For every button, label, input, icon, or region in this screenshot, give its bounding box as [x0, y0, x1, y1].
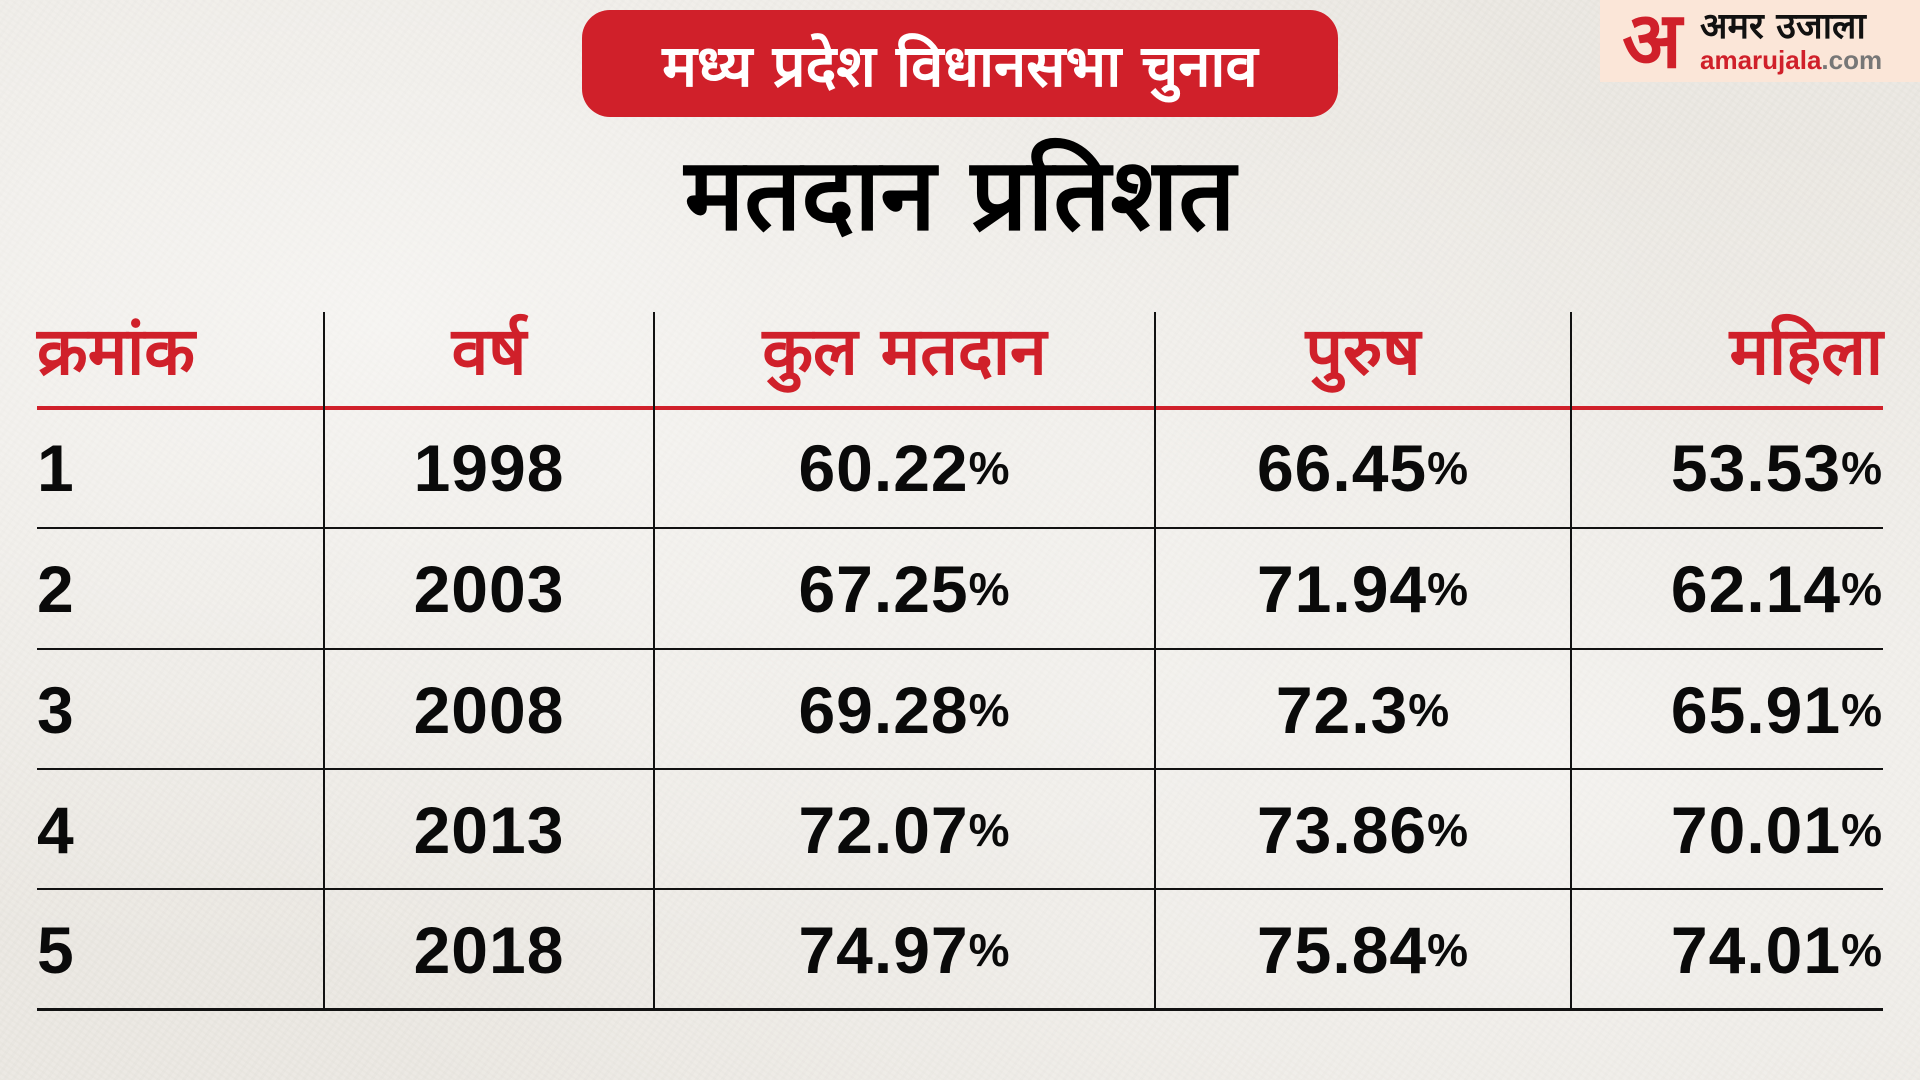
logo-mark-icon: अ — [1622, 0, 1682, 86]
percent-sign: % — [1427, 924, 1470, 976]
percent-sign: % — [1841, 804, 1883, 856]
cell-year: 2008 — [413, 673, 565, 747]
cell-female: 70.01% — [1571, 770, 1883, 890]
row-divider — [37, 888, 1883, 890]
value: 60.22 — [798, 431, 969, 505]
cell-year: 2003 — [413, 552, 565, 626]
column-divider — [653, 312, 655, 1009]
value: 75.84 — [1256, 913, 1428, 987]
cell-total: 67.25% — [654, 529, 1155, 649]
table-bottom-border — [37, 1008, 1883, 1011]
brand-logo: अ अमर उजाला amarujala.com — [1600, 0, 1920, 82]
percent-sign: % — [1841, 684, 1883, 736]
column-divider — [323, 312, 325, 1009]
column-divider — [1570, 312, 1572, 1009]
value: 65.91 — [1670, 673, 1842, 747]
cell-female: 74.01% — [1571, 890, 1883, 1010]
banner-label: मध्य प्रदेश विधानसभा चुनाव — [662, 32, 1258, 100]
value: 53.53 — [1670, 431, 1842, 505]
value: 62.14 — [1670, 552, 1842, 626]
percent-sign: % — [1841, 442, 1883, 494]
page-title: मतदान प्रतिशत — [684, 136, 1236, 253]
column-divider — [1154, 312, 1156, 1009]
table-row: 5 2018 74.97% 75.84% 74.01% — [37, 890, 1883, 1010]
percent-sign: % — [968, 684, 1011, 736]
header-serial: क्रमांक — [37, 313, 195, 390]
row-divider — [37, 648, 1883, 650]
header-year: वर्ष — [451, 313, 527, 390]
cell-female: 65.91% — [1571, 650, 1883, 770]
cell-male: 73.86% — [1155, 770, 1571, 890]
value: 73.86 — [1256, 793, 1428, 867]
cell-female: 53.53% — [1571, 408, 1883, 528]
value: 74.01 — [1670, 913, 1842, 987]
logo-domain-tld: .com — [1821, 45, 1883, 75]
logo-text: अमर उजाला amarujala.com — [1700, 6, 1882, 75]
cell-female: 62.14% — [1571, 529, 1883, 649]
cell-year: 1998 — [413, 431, 565, 505]
cell-total: 74.97% — [654, 890, 1155, 1010]
percent-sign: % — [1841, 924, 1883, 976]
cell-year: 2013 — [413, 793, 565, 867]
logo-domain-name: amarujala — [1700, 45, 1822, 75]
header-divider — [37, 406, 1883, 410]
percent-sign: % — [968, 563, 1011, 615]
cell-serial: 2 — [37, 552, 75, 626]
cell-male: 71.94% — [1155, 529, 1571, 649]
header-male: पुरुष — [1305, 313, 1421, 390]
logo-domain: amarujala.com — [1700, 46, 1882, 74]
cell-total: 72.07% — [654, 770, 1155, 890]
header-female: महिला — [1729, 313, 1883, 390]
turnout-table: क्रमांक वर्ष कुल मतदान पुरुष महिला — [37, 290, 1883, 408]
value: 66.45 — [1256, 431, 1428, 505]
header-total: कुल मतदान — [762, 313, 1047, 390]
value: 72.3 — [1275, 673, 1409, 747]
cell-serial: 5 — [37, 913, 75, 987]
percent-sign: % — [1427, 563, 1470, 615]
percent-sign: % — [968, 924, 1011, 976]
table-row: 3 2008 69.28% 72.3% 65.91% — [37, 650, 1883, 770]
cell-serial: 3 — [37, 673, 75, 747]
row-divider — [37, 768, 1883, 770]
cell-total: 69.28% — [654, 650, 1155, 770]
table-header-row: क्रमांक वर्ष कुल मतदान पुरुष महिला — [37, 290, 1883, 408]
cell-male: 75.84% — [1155, 890, 1571, 1010]
cell-male: 72.3% — [1155, 650, 1571, 770]
percent-sign: % — [1427, 442, 1470, 494]
row-divider — [37, 527, 1883, 529]
value: 74.97 — [798, 913, 969, 987]
cell-serial: 4 — [37, 793, 75, 867]
value: 70.01 — [1670, 793, 1842, 867]
percent-sign: % — [1427, 804, 1470, 856]
table-row: 1 1998 60.22% 66.45% 53.53% — [37, 408, 1883, 528]
value: 69.28 — [798, 673, 969, 747]
value: 72.07 — [798, 793, 969, 867]
cell-year: 2018 — [413, 913, 565, 987]
cell-serial: 1 — [37, 431, 75, 505]
table-row: 2 2003 67.25% 71.94% 62.14% — [37, 529, 1883, 649]
table-row: 4 2013 72.07% 73.86% 70.01% — [37, 770, 1883, 890]
value: 67.25 — [798, 552, 969, 626]
cell-total: 60.22% — [654, 408, 1155, 528]
value: 71.94 — [1256, 552, 1428, 626]
percent-sign: % — [1408, 684, 1451, 736]
cell-male: 66.45% — [1155, 408, 1571, 528]
logo-hindi-name: अमर उजाला — [1700, 6, 1866, 47]
percent-sign: % — [1841, 563, 1883, 615]
election-banner: मध्य प्रदेश विधानसभा चुनाव — [582, 10, 1338, 117]
percent-sign: % — [968, 804, 1011, 856]
percent-sign: % — [968, 442, 1011, 494]
